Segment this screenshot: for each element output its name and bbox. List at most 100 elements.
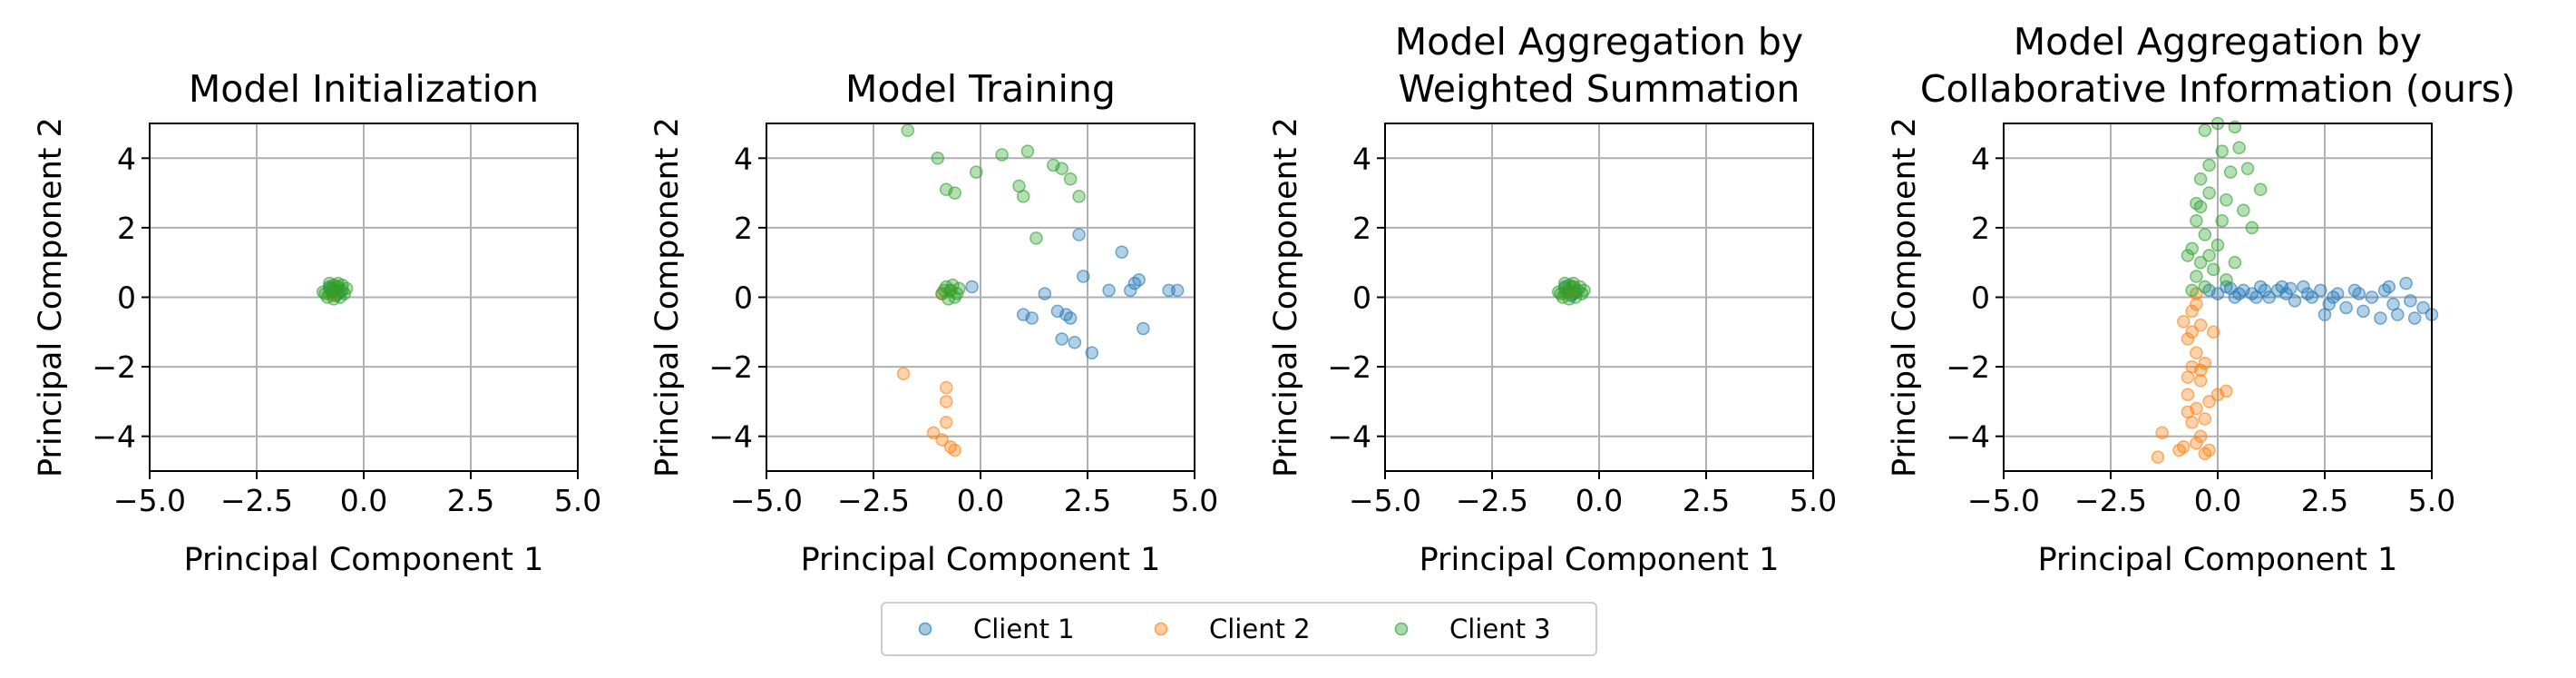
point-client-2	[2151, 450, 2165, 464]
y-tick-label: 0	[1971, 280, 1990, 316]
chart-title: Model Aggregation by	[2014, 20, 2422, 64]
point-client-2	[2193, 363, 2208, 378]
x-tick-label: 5.0	[2408, 483, 2455, 518]
point-client-3	[2198, 123, 2212, 137]
point-client-1	[1115, 245, 1129, 259]
point-client-1	[2416, 300, 2430, 315]
point-client-1	[1123, 283, 1137, 298]
point-client-2	[2198, 412, 2212, 426]
point-client-3	[901, 123, 915, 137]
x-tick-label: 2.5	[2301, 483, 2348, 518]
point-client-2	[2207, 325, 2220, 339]
x-tick-label: −2.5	[1456, 483, 1528, 518]
x-axis-label: Principal Component 1	[2038, 542, 2398, 578]
x-tick-label: 0.0	[2194, 483, 2241, 518]
y-tick-label: 0	[117, 280, 136, 316]
point-client-2	[939, 380, 953, 395]
chart-title: Collaborative Information (ours)	[1920, 67, 2515, 111]
point-client-3	[2202, 158, 2216, 172]
point-client-3	[931, 152, 945, 165]
point-client-3	[329, 283, 343, 298]
point-client-2	[2193, 374, 2208, 388]
point-client-3	[2193, 255, 2208, 270]
point-client-3	[2237, 203, 2250, 217]
point-client-1	[1170, 283, 1185, 298]
point-client-3	[2232, 141, 2246, 155]
y-tick-label: −4	[1946, 419, 1990, 455]
point-client-3	[2220, 273, 2233, 287]
y-tick-label: 4	[117, 141, 136, 176]
point-client-3	[2190, 270, 2203, 283]
point-client-3	[970, 165, 983, 179]
legend: Client 1 Client 2 Client 3	[881, 602, 1597, 656]
y-tick-label: 2	[1352, 211, 1371, 246]
y-tick-label: −4	[708, 419, 753, 455]
point-client-1	[1085, 346, 1098, 360]
x-tick-label: 2.5	[447, 483, 494, 518]
point-client-2	[948, 443, 961, 457]
point-client-2	[2220, 384, 2233, 398]
point-client-1	[1102, 283, 1116, 298]
panel-1: −5.0 −2.5 0.0 2.5 5.0 −4 −2 0 2 4 Principal Compon…	[33, 67, 601, 578]
point-client-1	[2404, 294, 2417, 308]
x-tick-label: −2.5	[220, 483, 293, 518]
point-client-2	[2202, 395, 2216, 408]
x-tick-label: 5.0	[554, 483, 601, 518]
legend-marker-client-2	[1154, 622, 1168, 636]
point-client-3	[2190, 213, 2203, 228]
chart-title: Model Training	[845, 67, 1116, 111]
point-client-1	[2377, 283, 2392, 298]
point-client-3	[950, 287, 964, 300]
point-client-2	[2172, 443, 2186, 457]
point-client-1	[1137, 321, 1150, 336]
point-client-1	[1063, 311, 1078, 325]
x-tick-label: 2.5	[1683, 483, 1730, 518]
x-tick-label: −5.0	[730, 483, 803, 518]
point-client-3	[2202, 249, 2216, 262]
x-tick-label: −5.0	[1967, 483, 2040, 518]
point-client-3	[2253, 182, 2268, 197]
point-client-3	[1016, 190, 1030, 203]
point-client-3	[2198, 280, 2212, 294]
panels: −5.0 −2.5 0.0 2.5 5.0 −4 −2 0 2 4 Principal Compon…	[33, 20, 2515, 578]
panel-3: −5.0 −2.5 0.0 2.5 5.0 −4 −2 0 2 4 Principal Compon…	[1268, 20, 1837, 578]
y-tick-label: −2	[708, 349, 753, 385]
point-client-1	[2317, 308, 2332, 321]
point-client-3	[2185, 283, 2199, 298]
point-client-3	[2215, 213, 2229, 228]
point-client-2	[2193, 318, 2208, 332]
point-client-2	[2181, 332, 2195, 346]
y-axis-label: Principal Component 2	[33, 117, 69, 477]
y-tick-label: −2	[1327, 349, 1371, 385]
point-client-1	[1025, 311, 1039, 325]
point-client-2	[2181, 388, 2195, 401]
y-tick-label: 2	[734, 211, 753, 246]
x-tick-label: 0.0	[957, 483, 1004, 518]
point-client-3	[1029, 231, 1043, 245]
y-tick-label: 2	[117, 211, 136, 246]
point-client-3	[2210, 238, 2225, 252]
point-client-1	[1068, 336, 1082, 349]
point-client-3	[1055, 162, 1068, 176]
point-client-2	[2190, 346, 2203, 360]
point-client-3	[2190, 196, 2203, 211]
point-client-2	[2190, 437, 2203, 450]
point-client-2	[2181, 405, 2195, 419]
legend-label-client-1: Client 1	[973, 614, 1075, 644]
point-client-3	[2185, 241, 2199, 256]
point-client-1	[2327, 290, 2340, 304]
x-tick-label: 2.5	[1064, 483, 1111, 518]
point-client-2	[939, 416, 953, 429]
y-tick-label: 2	[1971, 211, 1990, 246]
point-client-1	[1077, 270, 1090, 283]
point-client-1	[2262, 290, 2276, 304]
y-tick-label: −2	[92, 349, 136, 385]
point-client-1	[2399, 276, 2413, 290]
y-axis-label: Principal Component 2	[1268, 117, 1304, 477]
x-tick-label: −2.5	[2074, 483, 2147, 518]
point-client-3	[1557, 276, 1572, 290]
x-tick-label: −5.0	[1349, 483, 1421, 518]
point-client-1	[2339, 300, 2353, 315]
point-client-1	[2283, 281, 2298, 296]
point-client-2	[2181, 370, 2195, 384]
